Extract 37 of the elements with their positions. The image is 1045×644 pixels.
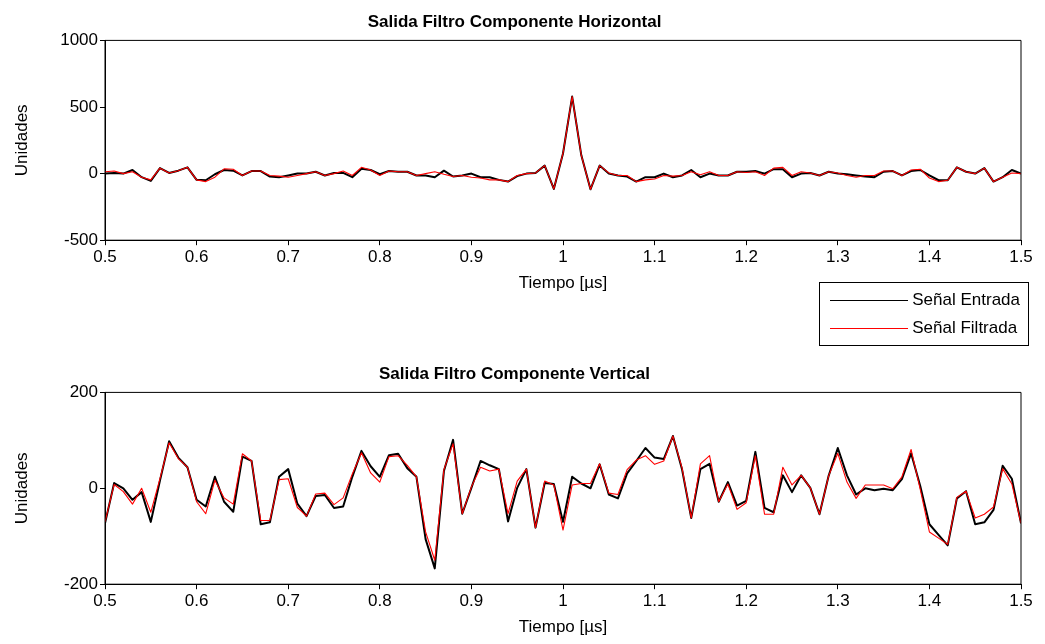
x-tick-label: 1.5 [1009,247,1033,267]
x-tick-label: 1.2 [734,247,759,267]
y-axis-title: Unidades [11,104,31,177]
x-tick-label: 1 [558,247,568,267]
x-tick-label: 1 [558,591,568,611]
x-tick-label: 1.3 [825,591,850,611]
x-axis-title: Tiempo [µs] [518,273,608,293]
x-tick-label: 0.6 [184,591,209,611]
x-tick-label: 0.7 [276,591,301,611]
y-axis-title: Unidades [11,452,31,525]
y-tick-label: 1000 [60,30,98,50]
legend-label: Señal Filtrada [912,318,1018,338]
x-tick-label: 1.3 [825,247,850,267]
x-tick-label: 1.1 [642,591,667,611]
x-tick-label: 1.5 [1009,591,1033,611]
y-tick-label: 500 [69,96,98,116]
x-tick-label: 0.8 [367,591,392,611]
legend-label: Señal Entrada [912,290,1020,310]
y-tick-label: 0 [88,163,98,183]
y-tick-label: -500 [63,229,98,249]
x-tick-label: 0.5 [93,591,117,611]
y-tick-label: -200 [63,573,98,593]
chart-title: Salida Filtro Componente Horizontal [367,11,662,31]
x-tick-label: 0.5 [93,247,117,267]
x-axis-title: Tiempo [µs] [518,617,608,637]
y-tick-label: 200 [69,382,98,402]
x-tick-label: 1.4 [917,591,942,611]
x-tick-label: 1.1 [642,247,667,267]
x-tick-label: 0.7 [276,247,301,267]
x-tick-label: 0.6 [184,247,209,267]
y-tick-label: 0 [88,477,98,497]
x-tick-label: 1.4 [917,247,942,267]
x-tick-label: 0.9 [459,247,484,267]
chart-title: Salida Filtro Componente Vertical [378,363,651,383]
x-tick-label: 1.2 [734,591,759,611]
x-tick-label: 0.8 [367,247,392,267]
x-tick-label: 0.9 [459,591,484,611]
